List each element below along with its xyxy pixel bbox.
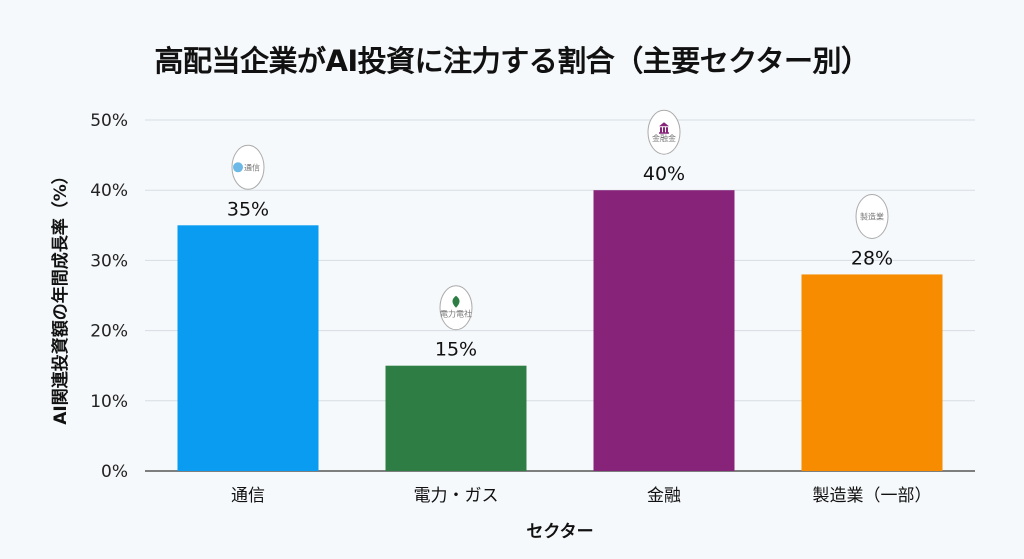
y-tick-label: 10%: [90, 392, 128, 412]
chart-title: 高配当企業がAI投資に注力する割合（主要セクター別）: [154, 44, 870, 78]
value-label: 40%: [643, 163, 685, 185]
value-label: 35%: [227, 198, 269, 220]
y-axis-label: AI関連投資額の年間成長率（%）: [50, 167, 71, 425]
category-label: 金融: [647, 486, 681, 506]
bar: [385, 365, 527, 471]
y-tick-label: 0%: [101, 462, 128, 482]
sector-badge: [855, 193, 889, 239]
badge-label: 製造業: [860, 211, 884, 221]
circle-icon: [233, 162, 243, 173]
bar: [801, 274, 943, 471]
bank-icon: [659, 122, 669, 134]
y-tick-label: 50%: [90, 111, 128, 131]
badge-label: 通信: [244, 162, 260, 172]
leaf-icon: [452, 295, 460, 308]
sector-badge: [231, 144, 265, 190]
y-tick-label: 30%: [90, 251, 128, 271]
bar: [593, 190, 735, 471]
y-tick-label: 40%: [90, 181, 128, 201]
badge-label: 金融金: [652, 133, 676, 143]
category-label: 製造業（一部）: [813, 486, 932, 506]
value-label: 28%: [851, 247, 893, 269]
x-axis-label: セクター: [526, 522, 593, 542]
bar: [177, 225, 319, 471]
badge-label: 電力電社: [440, 309, 472, 319]
value-label: 15%: [435, 339, 477, 361]
y-tick-label: 20%: [90, 322, 128, 342]
category-label: 通信: [231, 486, 265, 506]
category-label: 電力・ガス: [414, 486, 499, 506]
